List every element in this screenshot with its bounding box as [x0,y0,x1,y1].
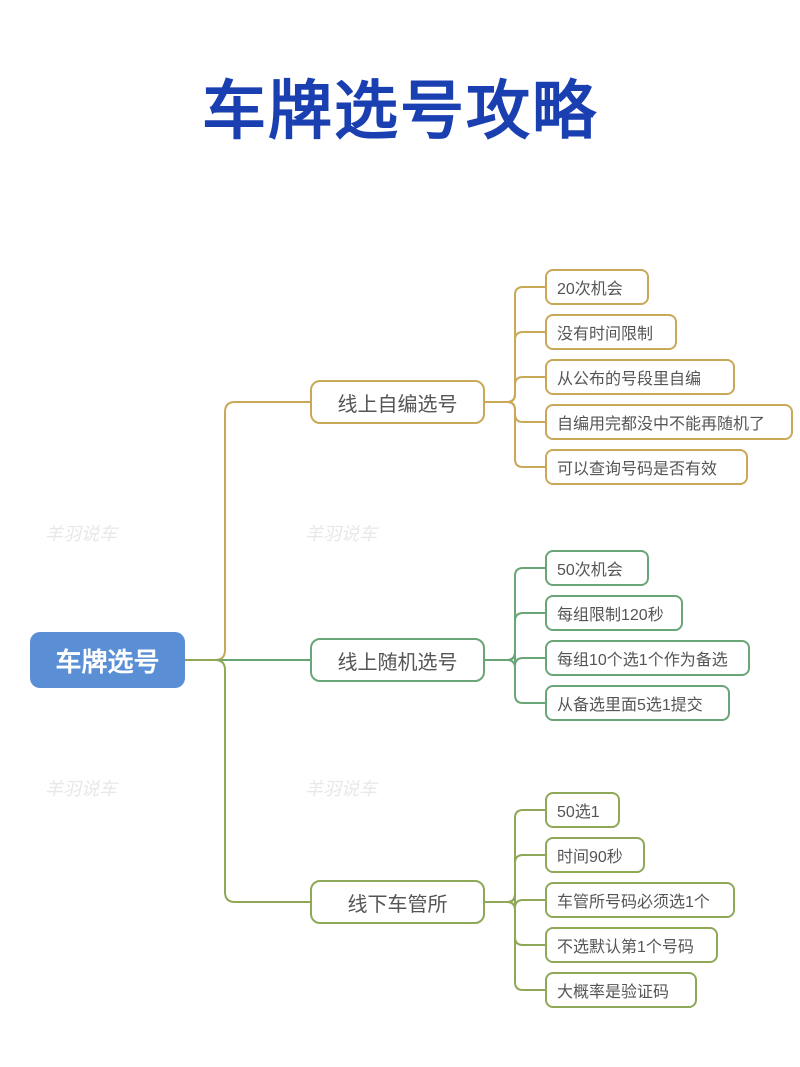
root-node: 车牌选号 [30,632,185,688]
leaf-node: 从备选里面5选1提交 [545,685,730,721]
watermark: 羊羽说车 [305,775,377,801]
leaf-node: 时间90秒 [545,837,645,873]
leaf-node: 每组限制120秒 [545,595,683,631]
leaf-node: 不选默认第1个号码 [545,927,718,963]
watermark: 羊羽说车 [305,520,377,546]
watermark: 羊羽说车 [45,520,117,546]
leaf-node: 没有时间限制 [545,314,677,350]
branch-node: 线下车管所 [310,880,485,924]
watermark: 羊羽说车 [45,775,117,801]
leaf-node: 大概率是验证码 [545,972,697,1008]
branch-node: 线上自编选号 [310,380,485,424]
leaf-node: 20次机会 [545,269,649,305]
leaf-node: 从公布的号段里自编 [545,359,735,395]
leaf-node: 每组10个选1个作为备选 [545,640,750,676]
branch-node: 线上随机选号 [310,638,485,682]
leaf-node: 可以查询号码是否有效 [545,449,748,485]
leaf-node: 自编用完都没中不能再随机了 [545,404,793,440]
root-label: 车牌选号 [55,642,159,679]
leaf-node: 车管所号码必须选1个 [545,882,735,918]
leaf-node: 50选1 [545,792,620,828]
leaf-node: 50次机会 [545,550,649,586]
main-title: 车牌选号攻略 [0,60,800,152]
